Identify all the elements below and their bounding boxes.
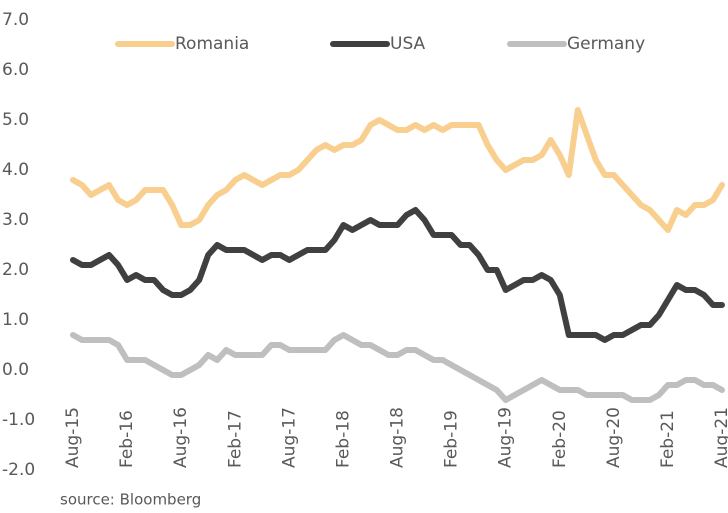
line-series (70, 332, 725, 403)
legend-label: Germany (567, 34, 645, 54)
x-tick-label: Aug-17 (279, 407, 299, 468)
x-tick-label: Aug-18 (388, 407, 408, 468)
y-tick-label: -1.0 (2, 410, 35, 430)
y-tick-label: 5.0 (2, 110, 29, 130)
x-tick-label: Aug-19 (496, 407, 516, 468)
y-tick-label: 3.0 (2, 210, 29, 230)
x-tick-label: Feb-21 (658, 410, 678, 468)
x-tick-label: Feb-20 (550, 410, 570, 468)
y-tick-label: 2.0 (2, 260, 29, 280)
y-tick-label: -2.0 (2, 460, 35, 480)
x-tick-label: Feb-19 (442, 410, 462, 468)
y-tick-label: 0.0 (2, 360, 29, 380)
x-tick-label: Aug-15 (63, 407, 83, 468)
legend-label: USA (390, 34, 426, 54)
y-tick-label: 4.0 (2, 160, 29, 180)
x-tick-label: Feb-17 (225, 410, 245, 468)
y-tick-label: 7.0 (2, 10, 29, 30)
x-tick-label: Feb-18 (333, 410, 353, 468)
y-tick-label: 6.0 (2, 60, 29, 80)
line-series (70, 207, 725, 343)
line-series (70, 107, 725, 233)
x-tick-label: Aug-21 (712, 407, 728, 468)
legend-label: Romania (175, 34, 249, 54)
y-tick-label: 1.0 (2, 310, 29, 330)
x-tick-label: Feb-16 (117, 410, 137, 468)
source-note: source: Bloomberg (60, 491, 201, 509)
x-tick-label: Aug-20 (604, 407, 624, 468)
x-tick-label: Aug-16 (171, 407, 191, 468)
